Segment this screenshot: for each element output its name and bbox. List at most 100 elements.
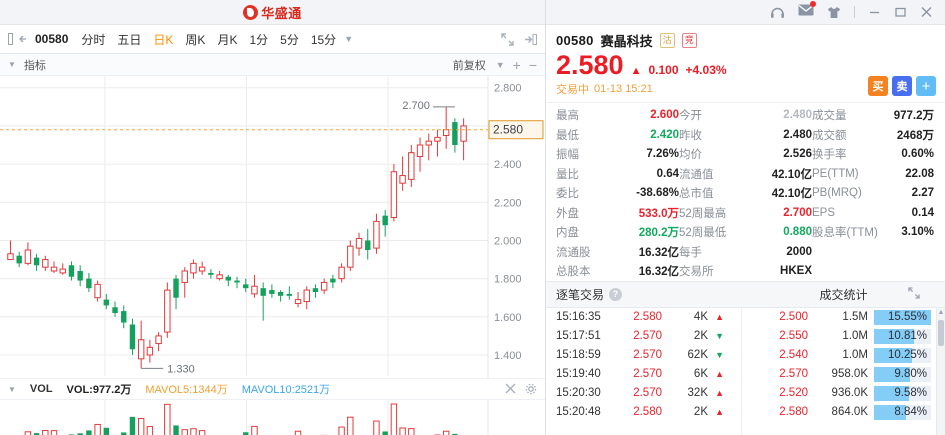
- table-row[interactable]: 15:16:35 2.580 4K ▲: [546, 308, 741, 327]
- tab-yuek[interactable]: 月K: [217, 32, 238, 47]
- svg-text:2.800: 2.800: [494, 83, 522, 95]
- quote-value: 7.26%: [646, 148, 679, 161]
- trade-direction-icon: ▲: [715, 369, 724, 380]
- volume-collapse-icon[interactable]: ▼: [8, 384, 16, 394]
- stat-price: 2.570: [779, 368, 808, 381]
- scroll-up-arrow[interactable]: ▲: [937, 309, 945, 317]
- trade-volume: 2K: [693, 406, 708, 419]
- tick-trade-list[interactable]: 15:16:35 2.580 4K ▲ 15:17:51 2.570 2K ▼ 15:18:59…: [546, 307, 742, 435]
- stat-bar-fill: [874, 366, 910, 382]
- table-row[interactable]: 15:18:59 2.570 62K ▼: [546, 346, 741, 365]
- list-item[interactable]: 2.580 864.0K 8.84%: [742, 403, 945, 422]
- stat-price: 2.580: [779, 406, 808, 419]
- quote-value: 2.27: [911, 187, 934, 200]
- table-row[interactable]: 15:19:40 2.570 6K ▲: [546, 365, 741, 384]
- trade-direction-icon: ▼: [715, 331, 724, 342]
- market-status: 交易中: [556, 84, 589, 97]
- list-item[interactable]: 2.570 958.0K 9.80%: [742, 365, 945, 384]
- quote-key: 最高: [556, 110, 579, 123]
- stat-bar-track: 15.55%: [874, 309, 931, 325]
- quote-key: 交易所: [679, 266, 714, 279]
- quote-cell: 52周最高 2.700: [679, 205, 812, 221]
- svg-text:2.400: 2.400: [494, 159, 522, 171]
- indicator-label[interactable]: 指标: [23, 59, 46, 72]
- stat-volume: 958.0K: [831, 368, 868, 381]
- table-row[interactable]: 15:20:30 2.570 32K ▲: [546, 384, 741, 403]
- volume-stats-list[interactable]: 2.500 1.5M 15.55% 2.550 1.0M 10.81% 2.540 1.0M 1…: [742, 308, 945, 435]
- tab-fenshi[interactable]: 分时: [81, 32, 106, 47]
- volume-value: VOL:977.2万: [66, 384, 132, 396]
- list-item[interactable]: 2.550 1.0M 10.81%: [742, 327, 945, 346]
- stat-price: 2.550: [779, 330, 808, 343]
- quote-cell: 流通股 16.32亿: [546, 244, 679, 260]
- adjust-dropdown-icon[interactable]: ▼: [495, 59, 505, 70]
- quote-value: 0.14: [911, 206, 934, 219]
- tab-5min[interactable]: 5分: [280, 32, 299, 47]
- panel-scrollbar[interactable]: ▲: [936, 307, 945, 435]
- add-watchlist-button[interactable]: +: [916, 76, 936, 97]
- volume-chart: [0, 400, 545, 435]
- scrollbar-thumb[interactable]: [938, 319, 944, 346]
- fullscreen-icon[interactable]: [501, 32, 514, 46]
- headset-icon[interactable]: [770, 5, 785, 19]
- list-item[interactable]: 2.540 1.0M 10.25%: [742, 346, 945, 365]
- trade-price: 2.570: [633, 349, 662, 362]
- help-icon[interactable]: ?: [609, 287, 623, 301]
- quote-row: 内盘 280.2万 52周最低 0.880 股息率(TTM) 3.10%: [546, 222, 945, 242]
- zoom-out-button[interactable]: −: [528, 56, 537, 73]
- table-row[interactable]: 15:20:48 2.580 2K ▲: [546, 403, 741, 422]
- quote-cell: 每手 2000: [679, 244, 812, 260]
- quote-value: 0.64: [656, 167, 679, 180]
- minimize-button[interactable]: [868, 6, 881, 18]
- svg-text:1.400: 1.400: [494, 350, 522, 362]
- stat-bar-fill: [874, 328, 914, 344]
- quote-key: 振幅: [556, 149, 579, 162]
- quote-value: 22.08: [905, 167, 934, 180]
- quote-key: 52周最高: [679, 207, 727, 220]
- panel-collapse-left-icon[interactable]: [8, 33, 27, 45]
- list-item[interactable]: 2.520 936.0K 9.58%: [742, 384, 945, 403]
- expand-panel-icon[interactable]: [908, 287, 920, 302]
- quote-value: 2.526: [783, 148, 812, 161]
- trade-volume: 62K: [687, 349, 708, 362]
- tab-1min[interactable]: 1分: [249, 32, 269, 47]
- quote-cell: 总股本 16.32亿: [546, 263, 679, 279]
- maximize-button[interactable]: [894, 6, 907, 18]
- adjust-mode-label[interactable]: 前复权: [452, 59, 486, 72]
- quote-key: 内盘: [556, 227, 579, 240]
- tab-wuri[interactable]: 五日: [117, 32, 142, 47]
- quote-value: HKEX: [780, 265, 812, 278]
- buy-button[interactable]: 买: [868, 76, 888, 97]
- quote-cell: 内盘 280.2万: [546, 224, 679, 240]
- quote-value: 0.880: [783, 226, 812, 239]
- trade-time: 15:19:40: [556, 368, 601, 381]
- price-change: 0.100: [648, 63, 679, 77]
- timeframe-dropdown-icon[interactable]: ▼: [344, 34, 354, 44]
- list-item[interactable]: 2.500 1.5M 15.55%: [742, 308, 945, 327]
- tshirt-icon[interactable]: [827, 6, 841, 19]
- quote-cell: 均价 2.526: [679, 146, 812, 162]
- stat-bar-fill: [874, 385, 910, 401]
- table-row[interactable]: 15:17:51 2.570 2K ▼: [546, 327, 741, 346]
- sell-button[interactable]: 卖: [892, 76, 912, 97]
- settings-gear-icon[interactable]: [525, 383, 537, 395]
- stock-name: 赛晶科技: [600, 34, 653, 49]
- panel-expand-right-icon[interactable]: [524, 33, 537, 46]
- tab-15min[interactable]: 15分: [310, 32, 337, 47]
- candlestick-chart[interactable]: 2.8002.6002.4002.2002.0001.8001.6001.400…: [0, 76, 545, 378]
- stat-percent: 10.25%: [887, 348, 927, 361]
- indicator-collapse-icon[interactable]: ▼: [8, 60, 16, 69]
- close-indicator-icon[interactable]: [505, 383, 516, 394]
- mail-icon[interactable]: [798, 1, 816, 21]
- quote-key: EPS: [812, 206, 836, 219]
- quote-value: 42.10亿: [771, 188, 812, 201]
- tab-rik[interactable]: 日K: [153, 32, 174, 47]
- zoom-in-button[interactable]: +: [512, 56, 521, 73]
- quote-key: 昨收: [679, 129, 702, 142]
- quote-cell: 成交额 2468万: [812, 127, 944, 143]
- quote-row: 量比 0.64 流通值 42.10亿 PE(TTM) 22.08: [546, 164, 945, 184]
- tab-zhouk[interactable]: 周K: [185, 32, 206, 47]
- quote-key: 最低: [556, 129, 579, 142]
- close-button[interactable]: [920, 6, 933, 18]
- quote-cell: 52周最低 0.880: [679, 224, 812, 240]
